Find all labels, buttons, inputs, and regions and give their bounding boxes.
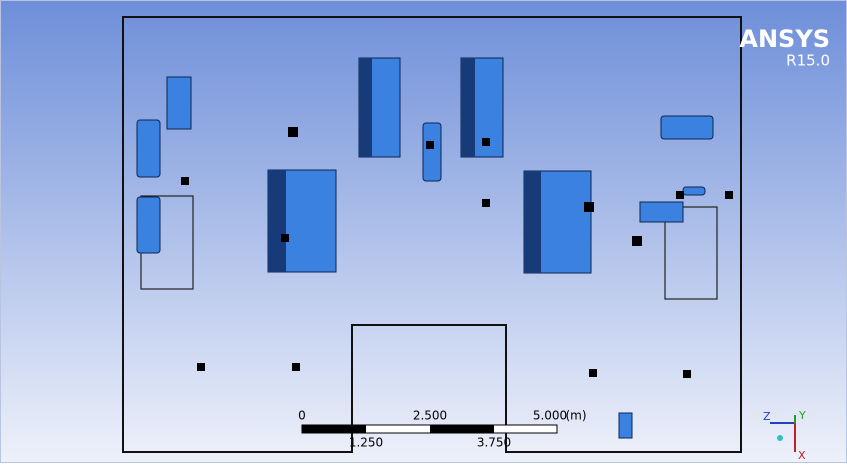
point (683, 370, 691, 378)
scale-label: 5.000 (533, 409, 567, 423)
logo-version: R15.0 (786, 52, 830, 70)
block (619, 413, 632, 438)
page: ANSYS R15.0 0 2.500 5.000 (m) 1.250 3.75… (0, 0, 847, 463)
point (589, 369, 597, 377)
point (181, 177, 189, 185)
point (676, 191, 684, 199)
scale-unit: (m) (565, 409, 586, 423)
viewport: ANSYS R15.0 0 2.500 5.000 (m) 1.250 3.75… (0, 0, 847, 463)
shade (268, 170, 286, 272)
scale-label: 1.250 (349, 436, 383, 450)
background (0, 0, 847, 463)
scale-label: 3.750 (477, 436, 511, 450)
point (482, 199, 490, 207)
point (482, 138, 490, 146)
origin-dot (777, 435, 783, 441)
shade (524, 171, 541, 273)
point (288, 127, 298, 137)
point (632, 236, 642, 246)
point (725, 191, 733, 199)
point (584, 202, 594, 212)
logo-brand: ANSYS (739, 25, 830, 53)
point (426, 141, 434, 149)
block (137, 197, 160, 253)
scale-segment (430, 425, 494, 433)
x-label: X (798, 449, 806, 462)
shade (461, 58, 475, 157)
point (292, 363, 300, 371)
block (640, 202, 683, 222)
point (281, 234, 289, 242)
block (661, 116, 713, 139)
scale-label: 2.500 (413, 409, 447, 423)
block (137, 120, 160, 177)
block (423, 123, 441, 181)
z-label: Z (763, 410, 771, 423)
block (683, 187, 705, 195)
block (167, 77, 191, 129)
shade (359, 58, 372, 157)
y-label: Y (798, 409, 806, 422)
scale-label: 0 (298, 409, 306, 423)
point (197, 363, 205, 371)
scale-segment (302, 425, 366, 433)
